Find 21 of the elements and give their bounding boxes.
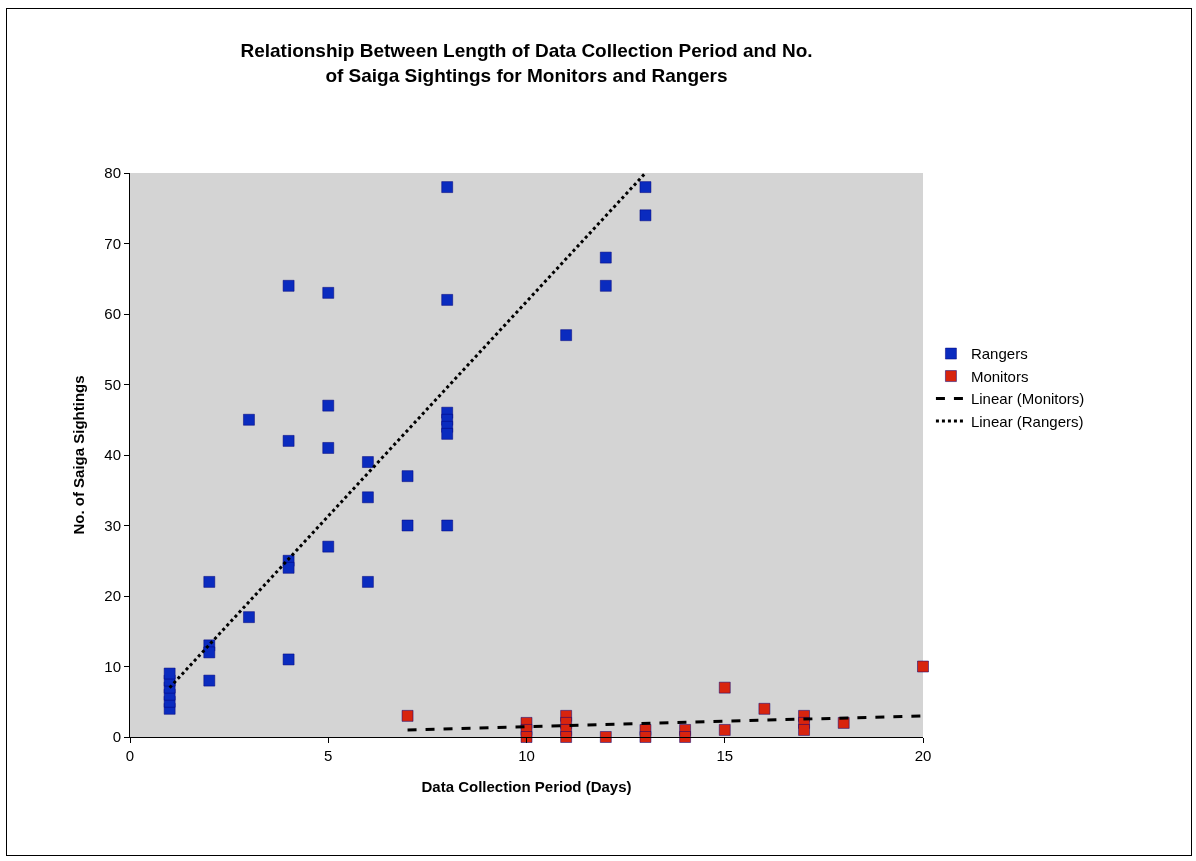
- legend-label: Rangers: [970, 345, 1028, 363]
- y-tick-label: 80: [104, 164, 121, 182]
- y-tick-label: 0: [112, 728, 121, 746]
- y-tick-label: 70: [104, 234, 121, 252]
- legend-label: Monitors: [970, 367, 1029, 385]
- x-tick-label: 0: [125, 747, 135, 764]
- y-tick-label: 50: [104, 375, 121, 393]
- legend-label: Linear (Monitors): [970, 390, 1085, 408]
- x-tick-label: 20: [914, 747, 932, 764]
- chart-title: Relationship Between Length of Data Collection Period and No. of Saiga Sightings for Monitors and Rangers: [240, 40, 813, 86]
- legend-label: Linear (Rangers): [970, 412, 1084, 430]
- y-tick-label: 10: [104, 657, 121, 675]
- x-axis-title: Data Collection Period (Days): [421, 778, 632, 795]
- x-tick-label: 5: [324, 747, 333, 764]
- y-tick-label: 30: [104, 516, 121, 534]
- y-axis-title: No. of Saiga Sightings: [69, 375, 87, 535]
- x-tick-label: 15: [716, 747, 734, 764]
- y-tick-label: 40: [104, 446, 121, 464]
- y-tick-label: 60: [104, 305, 121, 323]
- y-tick-label: 20: [104, 587, 121, 605]
- x-tick-label: 10: [518, 747, 535, 764]
